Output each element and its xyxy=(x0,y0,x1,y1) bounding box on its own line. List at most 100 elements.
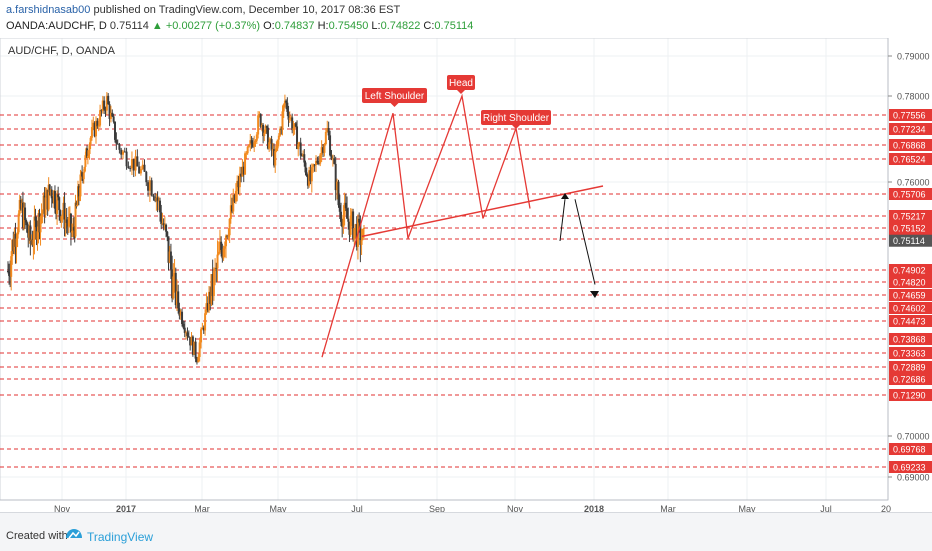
price-tick-label: 0.76000 xyxy=(897,178,930,188)
candle-body xyxy=(172,276,175,299)
candle-body xyxy=(34,216,37,221)
candle-body xyxy=(104,109,107,111)
candle-body xyxy=(210,274,213,304)
candle-body xyxy=(12,239,15,252)
candle-body xyxy=(72,227,75,231)
plot-frame xyxy=(0,38,889,501)
candle-body xyxy=(326,128,329,132)
candle-body xyxy=(136,156,139,167)
candle-body xyxy=(141,164,144,170)
level-price-label: 0.77234 xyxy=(893,125,926,135)
level-price-label: 0.73363 xyxy=(893,349,926,359)
candle-body xyxy=(258,114,261,116)
last-price: 0.75114 xyxy=(109,20,149,32)
author-link[interactable]: a.farshidnasab00 xyxy=(6,4,91,16)
candle-body xyxy=(247,145,250,147)
candle-body xyxy=(227,235,230,237)
tradingview-logo-icon xyxy=(66,529,82,539)
candle-body xyxy=(330,155,333,160)
tradingview-brand[interactable]: TradingView xyxy=(87,530,154,544)
candle-body xyxy=(263,132,266,137)
candle-body xyxy=(14,234,17,247)
candle-body xyxy=(280,128,283,130)
candle-body xyxy=(120,149,123,155)
level-price-tag xyxy=(889,210,932,222)
candle-body xyxy=(245,153,248,155)
candle-body xyxy=(251,143,254,147)
candle-body xyxy=(218,241,221,252)
candle-body xyxy=(361,228,364,241)
candle-body xyxy=(107,95,110,105)
candle-body xyxy=(75,202,78,207)
candle-body xyxy=(262,124,265,137)
head-line xyxy=(407,93,484,239)
candle-body xyxy=(22,207,25,228)
candle-body xyxy=(177,291,180,309)
candle-body xyxy=(254,140,257,143)
candle-body xyxy=(51,198,54,204)
candle-body xyxy=(84,155,87,167)
high-label: H: xyxy=(317,20,329,32)
candle-body xyxy=(116,143,119,145)
close-value: 0.75114 xyxy=(434,20,474,32)
candle-body xyxy=(354,224,357,229)
level-price-label: 0.77556 xyxy=(893,111,926,121)
price-axis[interactable]: 0.79000 0.78000 0.76000 0.70000 0.69000 0.775… xyxy=(887,38,932,500)
price-tick-label: 0.78000 xyxy=(897,92,930,102)
candle-body xyxy=(65,219,68,223)
candle-body xyxy=(139,169,142,174)
candle-body xyxy=(187,336,190,338)
candle-body xyxy=(99,110,102,126)
candle-body xyxy=(241,166,244,177)
candle-body xyxy=(182,323,185,328)
level-price-label: 0.74659 xyxy=(893,291,926,301)
price-tick-label: 0.70000 xyxy=(897,432,930,442)
candle-body xyxy=(15,238,18,247)
level-price-label: 0.69233 xyxy=(893,463,926,473)
candle-body xyxy=(125,151,128,167)
candle-body xyxy=(277,135,280,140)
candle-body xyxy=(298,142,301,145)
svg-text:Right Shoulder: Right Shoulder xyxy=(483,113,550,124)
time-axis[interactable]: Nov 2017 Mar May Jul Sep Nov 2018 Mar May Jul 20 xyxy=(0,499,891,512)
open-value: 0.74837 xyxy=(274,20,315,32)
candle-body xyxy=(186,332,189,337)
candle-body xyxy=(96,120,99,127)
candle-body xyxy=(344,202,347,209)
candle-body xyxy=(324,131,327,144)
candle-body xyxy=(341,221,344,228)
footer: Created with TradingView xyxy=(0,512,932,551)
candle-body xyxy=(148,180,151,191)
candle-body xyxy=(63,202,66,229)
candle-body xyxy=(50,189,53,199)
close-label: C: xyxy=(423,20,435,32)
candle-body xyxy=(103,100,106,110)
candle-body xyxy=(53,191,56,209)
candle-body xyxy=(327,128,330,136)
level-price-label: 0.76524 xyxy=(893,155,926,165)
candle-body xyxy=(25,219,28,223)
level-price-tag xyxy=(889,361,932,373)
candle-body xyxy=(303,154,306,163)
price-chart[interactable]: AUD/CHF, D, OANDA Left Shoulder Head Right… xyxy=(0,38,932,512)
candle-body xyxy=(289,117,292,119)
projection-up-arrow xyxy=(561,193,569,199)
candle-body xyxy=(58,197,61,211)
candle-body xyxy=(268,142,271,149)
candle-body xyxy=(229,205,232,219)
candle-body xyxy=(353,228,356,240)
level-price-tag xyxy=(889,302,932,314)
candle-body xyxy=(71,231,74,233)
candle-body xyxy=(31,239,34,245)
candle-body xyxy=(265,126,268,128)
candle-body xyxy=(334,163,337,191)
candle-body xyxy=(264,126,267,133)
level-price-label: 0.71290 xyxy=(893,391,926,401)
candle-body xyxy=(296,126,299,149)
candle-body xyxy=(195,358,198,363)
head-label: Head xyxy=(447,75,475,94)
level-price-tag xyxy=(889,315,932,327)
publish-line: a.farshidnasab00 published on TradingVie… xyxy=(6,4,400,16)
candle-body xyxy=(194,341,197,359)
candlesticks xyxy=(7,92,365,365)
